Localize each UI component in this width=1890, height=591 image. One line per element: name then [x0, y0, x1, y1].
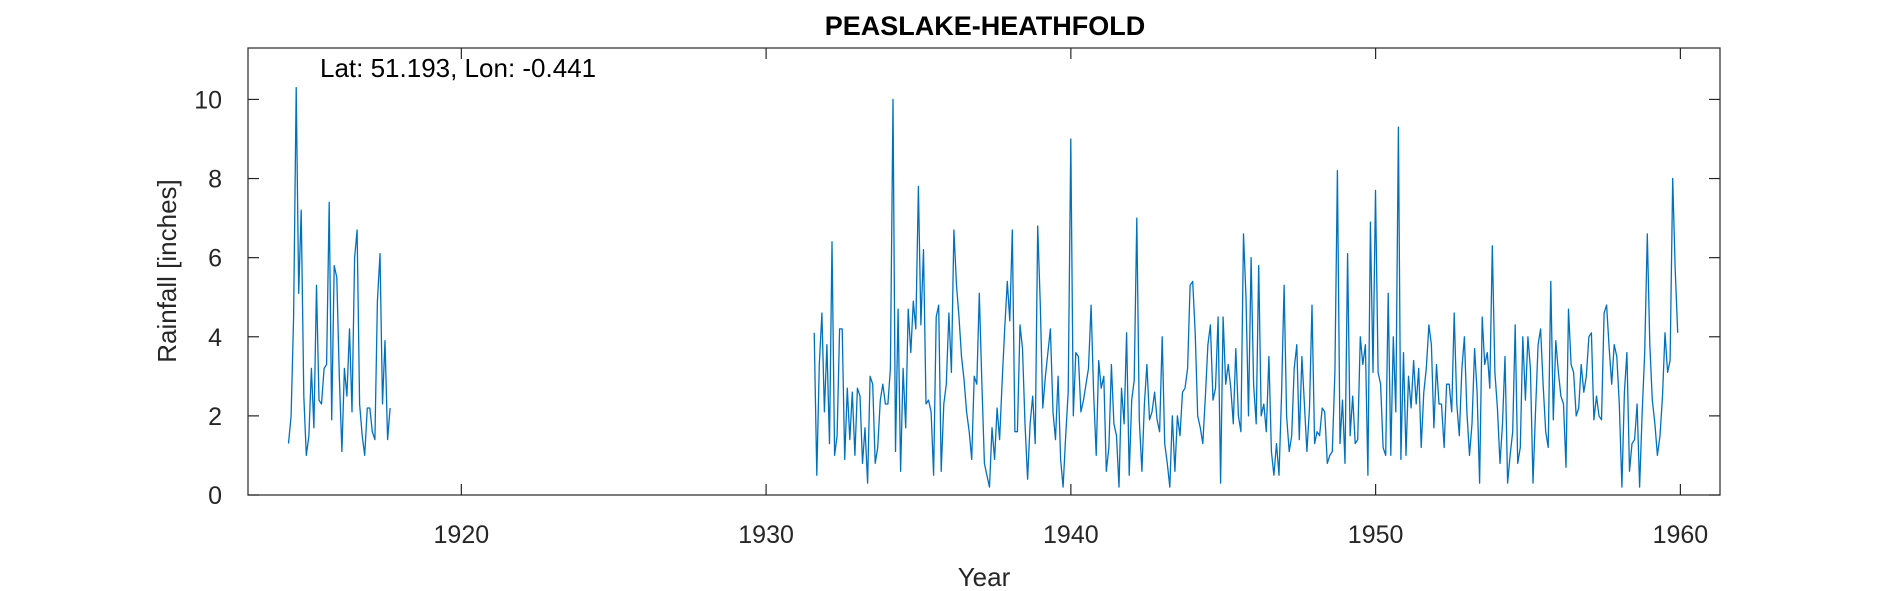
x-axis-label: Year — [958, 562, 1011, 591]
rainfall-series-line-segment-1 — [287, 86, 391, 457]
y-tick-label: 0 — [208, 482, 222, 510]
x-tick-label: 1930 — [738, 521, 794, 549]
plot-area — [248, 48, 1720, 495]
y-axis-label: Rainfall [inches] — [152, 179, 182, 363]
chart-title: PEASLAKE-HEATHFOLD — [825, 11, 1146, 41]
tick-labels: 1920 1930 1940 1950 1960 0 2 4 6 8 10 — [194, 86, 1708, 549]
y-tick-label: 2 — [208, 403, 222, 431]
x-tick-label: 1920 — [434, 521, 490, 549]
x-tick-label: 1960 — [1653, 521, 1709, 549]
x-tick-label: 1940 — [1043, 521, 1099, 549]
y-tick-label: 8 — [208, 166, 222, 194]
rainfall-series-line-segment-2 — [813, 98, 1679, 488]
x-tick-label: 1950 — [1348, 521, 1404, 549]
series-group — [287, 86, 1679, 488]
y-tick-label: 4 — [208, 324, 222, 352]
plot-frame — [247, 47, 1721, 496]
location-annotation: Lat: 51.193, Lon: -0.441 — [320, 53, 596, 83]
y-tick-label: 10 — [194, 86, 222, 114]
y-tick-label: 6 — [208, 245, 222, 273]
